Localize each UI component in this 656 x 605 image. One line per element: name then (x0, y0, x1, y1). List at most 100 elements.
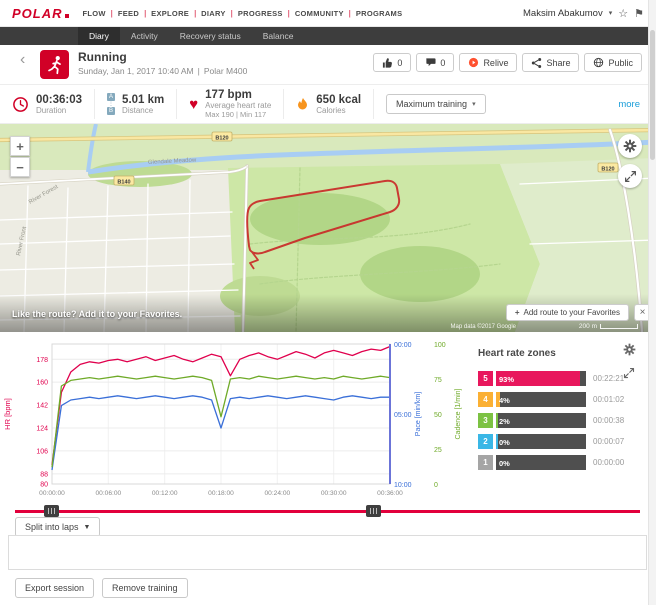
relive-button[interactable]: Relive (459, 53, 518, 72)
svg-text:00:24:00: 00:24:00 (264, 490, 290, 497)
map-scale: 200 m (579, 323, 638, 330)
zone-percent: 0% (499, 458, 510, 468)
sub-nav: Diary Activity Recovery status Balance (0, 27, 656, 45)
relive-label: Relive (483, 57, 509, 68)
nav-separator: | (194, 8, 197, 18)
zone-row-4: 4 4% 00:01:02 (478, 389, 650, 410)
visibility-button[interactable]: Public (584, 53, 642, 72)
zone-time: 00:00:07 (593, 437, 625, 446)
slider-left-handle[interactable] (44, 505, 59, 517)
topnav-item-community[interactable]: COMMUNITY (294, 8, 344, 18)
map-zoom-in-button[interactable]: + (10, 136, 30, 156)
zone-number-badge: 4 (478, 392, 493, 407)
heart-rate-zone-rows: 5 93% 00:22:21 4 4% 00:01:02 3 2% 00:00:38 2 0% 00:… (478, 368, 650, 473)
street-label: Glendale Meadow (148, 157, 197, 166)
svg-text:00:00:00: 00:00:00 (39, 490, 65, 497)
map-fullscreen-button[interactable] (618, 164, 642, 188)
svg-text:00:00: 00:00 (394, 342, 412, 349)
session-header: ‹ Running Sunday, Jan 1, 2017 10:40 AM |… (0, 45, 656, 84)
header-actions: 0 0 Relive Share Public (373, 53, 642, 72)
zone-number-badge: 5 (478, 371, 493, 386)
laps-empty-area (8, 535, 647, 570)
chart-fullscreen-button[interactable] (620, 364, 638, 382)
svg-text:00:30:00: 00:30:00 (321, 490, 347, 497)
running-sport-icon (40, 50, 69, 79)
caret-down-icon: ▾ (472, 101, 476, 108)
export-session-button[interactable]: Export session (15, 578, 95, 598)
route-map[interactable]: B120 B120 B140 River Forest Glendale Meadow… (0, 124, 656, 332)
scrollbar[interactable] (648, 0, 656, 605)
session-date: Sunday, Jan 1, 2017 10:40 AM (78, 66, 194, 76)
chart-settings-button[interactable] (620, 340, 638, 358)
time-range-slider[interactable] (0, 503, 656, 519)
runner-icon (47, 55, 61, 74)
session-meta: Sunday, Jan 1, 2017 10:40 AM | Polar M40… (78, 66, 247, 76)
thumb-up-icon (383, 57, 393, 68)
svg-text:05:00: 05:00 (394, 412, 412, 419)
top-bar: POLAR FLOW | FEED | EXPLORE | DIARY | PROGRESS | C… (0, 0, 656, 27)
map-settings-button[interactable] (618, 134, 642, 158)
split-into-laps-button[interactable]: Split into laps ▼ (15, 517, 101, 537)
back-arrow-icon[interactable]: ‹ (20, 51, 26, 68)
zone-time: 00:01:02 (593, 395, 625, 404)
svg-text:80: 80 (40, 482, 48, 489)
topnav-item-diary[interactable]: DIARY (201, 8, 226, 18)
map-zoom-out-button[interactable]: − (10, 157, 30, 177)
subnav-tab-recovery-status[interactable]: Recovery status (179, 31, 241, 41)
flag-icon[interactable]: ⚑ (634, 7, 644, 20)
add-to-favorites-button[interactable]: + Add route to your Favorites (505, 304, 629, 321)
clock-icon (13, 96, 28, 112)
remove-training-button[interactable]: Remove training (102, 578, 188, 598)
topnav-item-programs[interactable]: PROGRAMS (355, 8, 403, 18)
zone-time: 00:22:21 (593, 374, 625, 383)
svg-text:100: 100 (434, 342, 446, 349)
scrollbar-thumb[interactable] (650, 30, 655, 160)
zone-percent: 0% (499, 437, 510, 447)
zone-bar-track: 93% (496, 371, 586, 386)
top-nav: FLOW | FEED | EXPLORE | DIARY | PROGRESS | COMMUNI… (83, 9, 403, 18)
svg-text:Pace [min/km]: Pace [min/km] (415, 392, 422, 436)
session-title: Running (78, 50, 127, 64)
nav-separator: | (230, 8, 233, 18)
like-button[interactable]: 0 (373, 53, 412, 72)
zone-bar-fill (496, 413, 498, 428)
duration-label: Duration (36, 105, 67, 115)
stat-distance: A ⋮ B 5.01 km Distance (95, 89, 178, 119)
topnav-item-explore[interactable]: EXPLORE (151, 8, 190, 18)
subnav-tab-balance[interactable]: Balance (262, 31, 294, 41)
topnav-item-progress[interactable]: PROGRESS (237, 8, 283, 18)
slider-track[interactable] (15, 510, 640, 513)
share-button[interactable]: Share (522, 53, 580, 72)
duration-value: 00:36:03 (36, 93, 83, 106)
hr-pace-cadence-chart[interactable]: 00:00:00 00:06:00 00:12:00 00:18:00 00:24:00… (0, 332, 475, 503)
svg-text:106: 106 (36, 448, 48, 455)
topnav-item-flow[interactable]: FLOW (82, 8, 106, 18)
stat-duration: 00:36:03 Duration (0, 89, 96, 119)
training-chart-section: 00:00:00 00:06:00 00:12:00 00:18:00 00:24:00… (0, 332, 656, 503)
polar-logo[interactable]: POLAR (12, 6, 69, 21)
more-link[interactable]: more (618, 98, 640, 110)
subnav-tab-activity[interactable]: Activity (130, 31, 158, 41)
comment-button[interactable]: 0 (416, 53, 455, 72)
zone-row-5: 5 93% 00:22:21 (478, 368, 650, 389)
zone-number-badge: 2 (478, 434, 493, 449)
road-shield-label: B140 (117, 180, 130, 186)
user-menu-caret-icon[interactable]: ▾ (608, 10, 613, 17)
topnav-item-feed[interactable]: FEED (117, 8, 140, 18)
plus-icon: + (514, 308, 520, 317)
svg-text:HR [bpm]: HR [bpm] (3, 398, 12, 430)
svg-text:124: 124 (36, 426, 48, 433)
training-benefit-dropdown[interactable]: Maximum training ▾ (386, 94, 486, 114)
subnav-tab-diary[interactable]: Diary (78, 27, 120, 45)
user-name[interactable]: Maksim Abakumov (523, 7, 603, 19)
map-scale-bar (600, 324, 638, 329)
hr-label: Average heart rate (205, 101, 272, 110)
road-shield-label: B120 (601, 167, 614, 173)
slider-right-handle[interactable] (366, 505, 381, 517)
calories-value: 650 kcal (316, 93, 362, 106)
favorites-star-icon[interactable]: ☆ (618, 7, 629, 20)
relive-icon (469, 57, 479, 68)
meta-separator: | (197, 66, 200, 76)
user-area: Maksim Abakumov ▾ ☆ ⚑ (523, 7, 644, 20)
